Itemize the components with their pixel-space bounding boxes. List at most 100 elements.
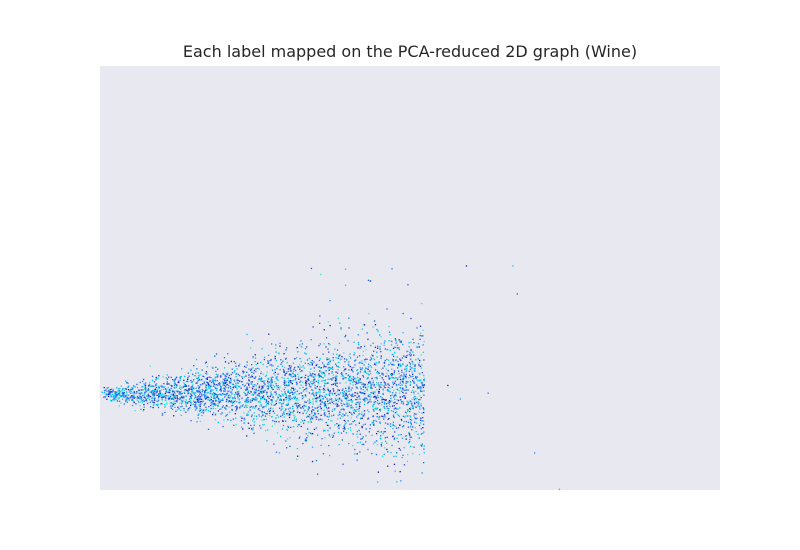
data-point — [279, 345, 281, 347]
data-point — [399, 376, 401, 378]
data-point — [200, 374, 202, 376]
data-point — [260, 397, 262, 399]
data-point — [140, 389, 142, 391]
data-point — [356, 409, 358, 411]
data-point — [125, 388, 127, 390]
data-point — [340, 327, 342, 329]
data-point — [414, 368, 416, 370]
data-point — [361, 383, 363, 386]
data-point — [346, 403, 348, 405]
data-point — [327, 416, 329, 418]
data-point — [263, 423, 265, 426]
data-point — [388, 417, 390, 420]
data-point — [216, 394, 218, 396]
data-point — [418, 405, 420, 407]
data-point — [263, 391, 265, 393]
data-point — [215, 370, 217, 372]
data-point — [338, 355, 340, 357]
data-point — [390, 410, 393, 412]
data-point — [413, 368, 415, 370]
data-point — [229, 382, 232, 384]
data-point — [237, 394, 239, 396]
data-point — [216, 396, 218, 398]
data-point — [208, 376, 210, 378]
data-point — [315, 364, 317, 367]
data-point — [356, 369, 358, 372]
data-point — [311, 389, 313, 391]
data-point — [372, 326, 374, 328]
data-point — [246, 399, 248, 402]
data-point — [412, 338, 414, 340]
data-point — [340, 358, 342, 360]
data-point — [383, 407, 386, 409]
data-point — [512, 265, 514, 267]
data-point — [170, 376, 172, 379]
data-point — [376, 395, 378, 397]
data-point — [184, 390, 186, 392]
data-point — [183, 382, 185, 384]
data-point — [187, 380, 189, 383]
data-point — [370, 401, 372, 403]
data-point — [405, 384, 407, 387]
data-point — [265, 402, 267, 404]
data-point — [134, 396, 136, 399]
data-point — [393, 377, 396, 379]
data-point — [339, 413, 341, 416]
data-point — [336, 405, 338, 407]
data-point — [252, 419, 254, 422]
data-point — [420, 417, 422, 419]
data-point — [263, 358, 265, 361]
data-point — [316, 407, 318, 409]
data-point — [354, 448, 356, 451]
data-point — [372, 421, 374, 423]
data-point — [256, 418, 258, 420]
data-point — [331, 408, 334, 411]
data-point — [398, 383, 400, 386]
data-point — [289, 437, 291, 439]
data-point — [297, 373, 299, 376]
data-point — [297, 407, 299, 409]
data-point — [401, 369, 403, 371]
data-point — [260, 371, 262, 373]
data-point — [393, 408, 395, 410]
data-point — [302, 395, 304, 398]
data-point — [309, 401, 312, 403]
data-point — [294, 388, 296, 390]
data-point — [226, 374, 228, 376]
data-point — [344, 393, 346, 396]
data-point — [334, 392, 337, 394]
data-point — [294, 374, 296, 377]
data-point — [236, 368, 238, 370]
data-point — [353, 341, 355, 343]
data-point — [262, 396, 264, 398]
data-point — [213, 385, 215, 387]
data-point — [224, 377, 226, 379]
data-point — [407, 284, 409, 286]
data-point — [287, 377, 290, 379]
data-point — [392, 359, 394, 361]
data-point — [286, 438, 289, 440]
data-point — [383, 418, 385, 420]
data-point — [422, 335, 424, 337]
data-point — [276, 378, 278, 380]
data-point — [399, 424, 401, 426]
data-point — [324, 395, 326, 397]
data-point — [293, 410, 295, 412]
data-point — [194, 409, 197, 411]
data-point — [361, 426, 363, 429]
data-point — [274, 386, 276, 388]
data-point — [315, 397, 317, 400]
data-point — [415, 359, 417, 361]
data-point — [387, 375, 390, 377]
data-point — [197, 399, 200, 402]
data-point — [173, 404, 175, 406]
data-point — [302, 412, 304, 415]
data-point — [198, 376, 200, 378]
data-point — [387, 465, 389, 467]
data-point — [215, 396, 217, 398]
data-point — [144, 399, 146, 402]
data-point — [401, 384, 403, 386]
data-point — [192, 390, 194, 392]
data-point — [373, 320, 376, 322]
data-point — [355, 378, 357, 380]
